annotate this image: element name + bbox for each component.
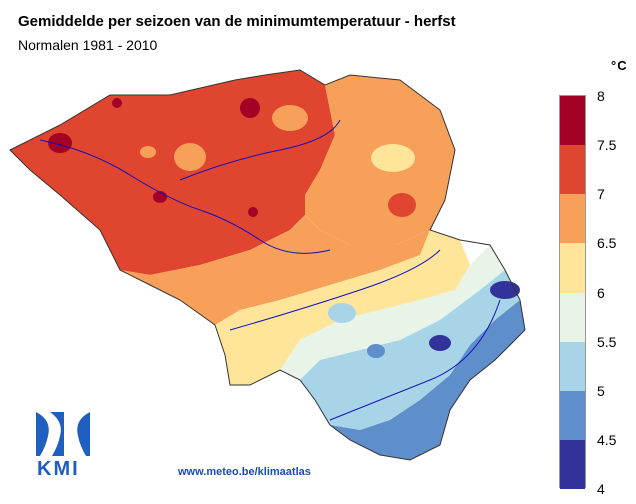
legend-tick-label: 7: [597, 186, 605, 203]
zone-6-6.5-spot: [371, 144, 415, 172]
zone-6.5-7-spot: [174, 143, 206, 171]
map-subtitle: Normalen 1981 - 2010: [18, 37, 158, 53]
legend-swatch: [560, 292, 585, 342]
legend-tick-label: 4: [597, 481, 605, 497]
zone-4.5-5: [330, 300, 525, 460]
logo-text: KMI: [37, 458, 80, 480]
legend-swatch: [560, 341, 585, 391]
zone-7.5-8-spot: [248, 207, 258, 217]
zone-6.5-7-spot: [140, 146, 156, 158]
legend-tick-label: 7.5: [597, 137, 617, 154]
color-legend: [559, 95, 586, 489]
legend-unit: °C: [611, 58, 628, 73]
river: [39, 139, 331, 254]
footer-url-link[interactable]: www.meteo.be/klimaatlas: [178, 466, 311, 478]
kmi-logo-icon: [36, 412, 90, 456]
zone-5-5.5-spot: [328, 303, 356, 323]
legend-tick-label: 6.5: [597, 235, 617, 252]
legend-tick-label: 5: [597, 382, 605, 399]
legend-tick-label: 6: [597, 284, 605, 301]
legend-tick-label: 4.5: [597, 431, 617, 448]
zone-4-4.5-spot: [429, 335, 451, 351]
zone-4.5-5-spot: [367, 344, 385, 358]
legend-swatch: [560, 243, 585, 293]
map-title: Gemiddelde per seizoen van de minimumtem…: [18, 13, 456, 30]
zone-5-5.5: [300, 270, 520, 430]
country-border: [9, 69, 526, 461]
zone-7.5-8-spot: [48, 133, 72, 153]
zone-7-7.5: [10, 70, 335, 275]
legend-swatch: [560, 96, 585, 146]
zone-7-7.5-spot: [388, 193, 416, 217]
legend-swatch: [560, 194, 585, 244]
legend-swatch: [560, 145, 585, 195]
zone-5.5-6: [280, 245, 505, 380]
zone-6.5-7-spot: [272, 105, 308, 131]
legend-swatch: [560, 390, 585, 440]
legend-swatch: [560, 439, 585, 489]
river: [329, 299, 501, 421]
legend-tick-label: 5.5: [597, 333, 617, 350]
zone-6.5-7-center: [120, 215, 430, 325]
legend-tick-label: 8: [597, 88, 605, 104]
river: [229, 249, 441, 331]
river: [179, 119, 341, 181]
zone-7.5-8-spot: [240, 98, 260, 118]
zone-7.5-8-spot: [112, 98, 122, 108]
